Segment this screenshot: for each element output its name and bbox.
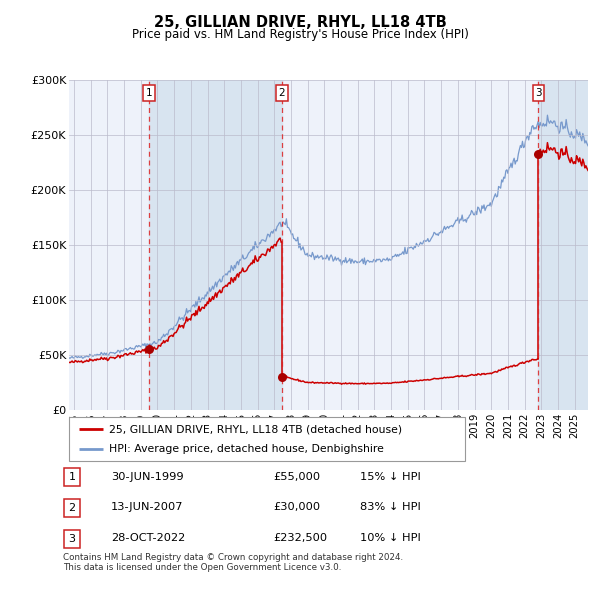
Text: 30-JUN-1999: 30-JUN-1999 [111,472,184,481]
Text: 3: 3 [68,534,76,543]
Text: 2: 2 [278,88,285,98]
Text: 13-JUN-2007: 13-JUN-2007 [111,503,184,512]
Text: 25, GILLIAN DRIVE, RHYL, LL18 4TB: 25, GILLIAN DRIVE, RHYL, LL18 4TB [154,15,446,30]
Text: Contains HM Land Registry data © Crown copyright and database right 2024.: Contains HM Land Registry data © Crown c… [63,553,403,562]
Text: £232,500: £232,500 [273,533,327,543]
Text: 25, GILLIAN DRIVE, RHYL, LL18 4TB (detached house): 25, GILLIAN DRIVE, RHYL, LL18 4TB (detac… [109,424,402,434]
Text: 3: 3 [535,88,542,98]
Text: 10% ↓ HPI: 10% ↓ HPI [360,533,421,543]
Text: HPI: Average price, detached house, Denbighshire: HPI: Average price, detached house, Denb… [109,444,383,454]
Bar [149,80,281,410]
Text: 1: 1 [68,473,76,482]
Text: Price paid vs. HM Land Registry's House Price Index (HPI): Price paid vs. HM Land Registry's House … [131,28,469,41]
Text: 28-OCT-2022: 28-OCT-2022 [111,533,185,543]
Text: This data is licensed under the Open Government Licence v3.0.: This data is licensed under the Open Gov… [63,563,341,572]
Text: 83% ↓ HPI: 83% ↓ HPI [360,503,421,512]
Text: £55,000: £55,000 [273,472,320,481]
Bar [538,80,588,410]
Text: 1: 1 [146,88,152,98]
Text: £30,000: £30,000 [273,503,320,512]
Text: 2: 2 [68,503,76,513]
Text: 15% ↓ HPI: 15% ↓ HPI [360,472,421,481]
